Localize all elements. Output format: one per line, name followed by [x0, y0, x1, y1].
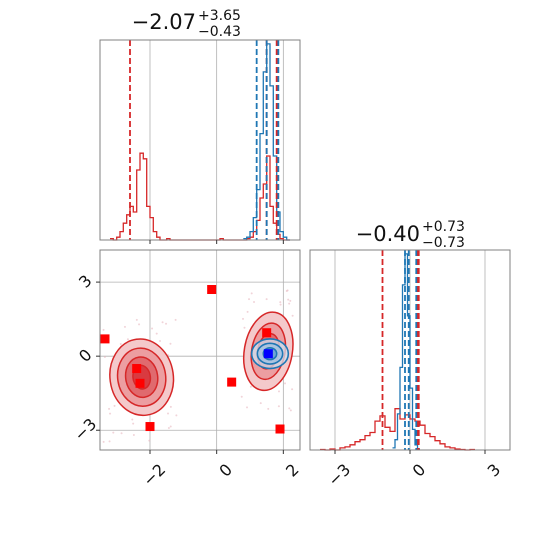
joint-sample-dot	[148, 439, 151, 442]
joint-marker-3	[145, 422, 155, 432]
joint-sample-dot	[253, 300, 256, 303]
joint-sample-dot	[108, 407, 111, 410]
joint-sample-dot	[113, 404, 116, 407]
joint-contour-panel: −2 0 2 −3 0 3	[70, 249, 303, 490]
joint-sample-dot	[102, 440, 105, 443]
joint-sample-dot	[279, 301, 282, 304]
hist2-series-0-step	[320, 408, 475, 451]
joint-sample-dot	[291, 314, 294, 317]
joint-sample-dot	[109, 412, 112, 415]
title-param-2-minus: −0.73	[422, 235, 465, 251]
joint-sample-dot	[285, 289, 288, 292]
hist2-series-1-step	[392, 253, 420, 450]
joint-sample-dot	[250, 292, 253, 295]
joint-sample-dot	[132, 422, 135, 425]
joint-marker-7	[275, 424, 285, 434]
joint-sample-dot	[259, 402, 262, 405]
joint-sample-dot	[155, 332, 158, 335]
joint-plot-area	[100, 250, 300, 450]
joint-sample-dot	[167, 426, 170, 429]
joint-sample-dot	[159, 340, 162, 343]
joint-sample-dot	[242, 317, 245, 320]
joint-sample-dot	[108, 440, 111, 443]
joint-sample-dot	[175, 414, 178, 417]
joint-x-tick-label-2: 2	[282, 460, 303, 481]
joint-sample-dot	[174, 318, 177, 321]
joint-sample-dot	[265, 298, 268, 301]
joint-marker-6	[262, 328, 272, 338]
joint-sample-dot	[289, 299, 292, 302]
joint-sample-dot	[135, 318, 138, 321]
title-param-2-plus: +0.73	[422, 219, 465, 235]
joint-sample-dot	[267, 407, 270, 410]
title-param-1-minus: −0.43	[198, 24, 241, 40]
joint-sample-dot	[167, 412, 170, 415]
joint-sample-dot	[277, 405, 280, 408]
joint-sample-dot	[240, 395, 243, 398]
marginal-histogram-param-1	[99, 39, 301, 244]
joint-sample-dot	[243, 326, 246, 329]
marginal-histogram-param-2: −3 0 3	[309, 249, 511, 490]
joint-sample-dot	[284, 382, 287, 385]
joint-sample-dot	[165, 322, 168, 325]
joint-x-tick-label-0: −2	[139, 460, 169, 490]
joint-marker-4	[207, 285, 217, 295]
joint-sample-dot	[131, 418, 134, 421]
title-param-2-median: −0.40	[356, 222, 420, 246]
joint-sample-dot	[112, 431, 115, 434]
joint-sample-dot	[169, 405, 172, 408]
joint-sample-dot	[169, 425, 172, 428]
joint-sample-dot	[288, 407, 291, 410]
hist2-x-tick-label-2: 3	[484, 460, 505, 481]
joint-y-tick-label-0: −3	[70, 414, 100, 444]
joint-sample-dot	[120, 432, 123, 435]
title-param-1-median: −2.07	[132, 10, 196, 34]
joint-sample-dot	[277, 390, 280, 393]
joint-sample-dot	[169, 342, 172, 345]
joint-sample-dot	[123, 325, 126, 328]
joint-sample-dot	[119, 343, 122, 346]
joint-sample-dot	[103, 356, 106, 359]
joint-sample-dot	[161, 321, 164, 324]
title-param-1-plus: +3.65	[198, 8, 241, 24]
joint-sample-dot	[138, 323, 141, 326]
joint-sample-dot	[289, 409, 292, 412]
joint-marker-0	[100, 334, 110, 344]
joint-sample-dot	[246, 406, 249, 409]
joint-x-tick-label-1: 0	[215, 460, 236, 481]
joint-sample-dot	[246, 310, 249, 313]
hist2-x-tick-label-1: 0	[409, 460, 430, 481]
joint-sample-dot	[132, 434, 135, 437]
hist2-x-tick-label-0: −3	[324, 460, 354, 490]
joint-sample-dot	[126, 338, 129, 341]
joint-truth-marker	[263, 349, 273, 359]
joint-sample-dot	[248, 298, 251, 301]
joint-spines	[99, 249, 301, 451]
joint-sample-dot	[288, 302, 291, 305]
joint-marker-5	[227, 377, 237, 387]
joint-sample-dot	[249, 385, 252, 388]
hist1-spines	[99, 39, 301, 241]
joint-y-tick-label-2: 3	[75, 271, 96, 292]
joint-sample-dot	[291, 388, 294, 391]
joint-sample-dot	[287, 298, 290, 301]
joint-y-tick-label-1: 0	[75, 345, 96, 366]
joint-marker-2	[135, 378, 145, 388]
joint-marker-1	[132, 364, 142, 374]
joint-sample-dot	[102, 328, 105, 331]
hist1-series-1-step	[243, 43, 290, 241]
joint-sample-dot	[151, 327, 154, 330]
joint-sample-dot	[279, 303, 282, 306]
